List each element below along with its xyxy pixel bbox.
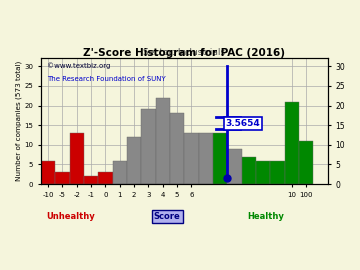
Y-axis label: Number of companies (573 total): Number of companies (573 total) [15,61,22,181]
Bar [127,137,141,184]
Bar [69,133,84,184]
Bar [299,141,313,184]
Text: ©www.textbiz.org: ©www.textbiz.org [47,62,110,69]
Bar [156,98,170,184]
Bar [256,161,270,184]
Bar [285,102,299,184]
Bar [227,149,242,184]
Bar [98,172,113,184]
Text: Healthy: Healthy [248,212,285,221]
Bar [113,161,127,184]
Bar [170,113,184,184]
Bar [199,133,213,184]
Bar [213,133,227,184]
Bar [141,110,156,184]
Text: Unhealthy: Unhealthy [47,212,95,221]
Text: The Research Foundation of SUNY: The Research Foundation of SUNY [47,76,165,82]
Bar [84,176,98,184]
Text: Sector: Industrials: Sector: Industrials [143,48,225,57]
Bar [184,133,199,184]
Bar [242,157,256,184]
Text: Score: Score [154,212,180,221]
Title: Z'-Score Histogram for PAC (2016): Z'-Score Histogram for PAC (2016) [83,48,285,58]
Text: 3.5654: 3.5654 [226,119,261,128]
Bar [270,161,285,184]
Bar [41,161,55,184]
Bar [55,172,69,184]
